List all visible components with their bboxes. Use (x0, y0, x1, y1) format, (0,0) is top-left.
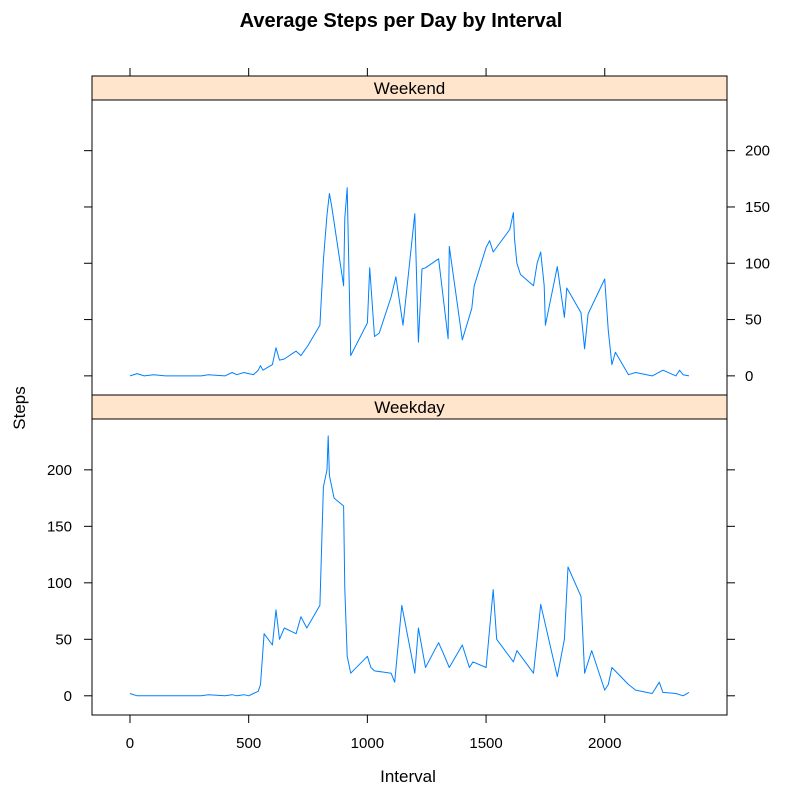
y-axis-label: Steps (10, 386, 29, 429)
x-tick-label: 500 (236, 735, 261, 752)
y-tick-label: 100 (47, 575, 72, 592)
x-tick-label: 1000 (351, 735, 384, 752)
x-tick-label: 0 (126, 735, 134, 752)
chart-title: Average Steps per Day by Interval (240, 10, 563, 32)
strip-weekend (91, 75, 728, 101)
y-tick-label: 100 (745, 255, 770, 272)
y-tick-label: 0 (64, 688, 72, 705)
y-tick-label: 0 (745, 368, 753, 385)
strip-label-weekday: Weekday (374, 398, 445, 417)
y-tick-label: 200 (745, 143, 770, 160)
panel-weekend: Weekend 0 50 100 150 200 (84, 75, 770, 385)
y-tick-label: 150 (47, 518, 72, 535)
y-tick-label: 150 (745, 199, 770, 216)
x-tick-label: 2000 (588, 735, 621, 752)
series-line-weekend (129, 187, 690, 377)
y-tick-label: 50 (745, 312, 762, 329)
x-axis-label: Interval (380, 767, 436, 786)
y-tick-label: 50 (55, 631, 72, 648)
strip-label-weekend: Weekend (374, 79, 446, 98)
y-tick-label: 200 (47, 462, 72, 479)
x-tick-label: 1500 (469, 735, 502, 752)
series-line-weekday (129, 435, 690, 697)
panel-weekday: Weekday 0 50 100 150 200 (47, 394, 735, 705)
